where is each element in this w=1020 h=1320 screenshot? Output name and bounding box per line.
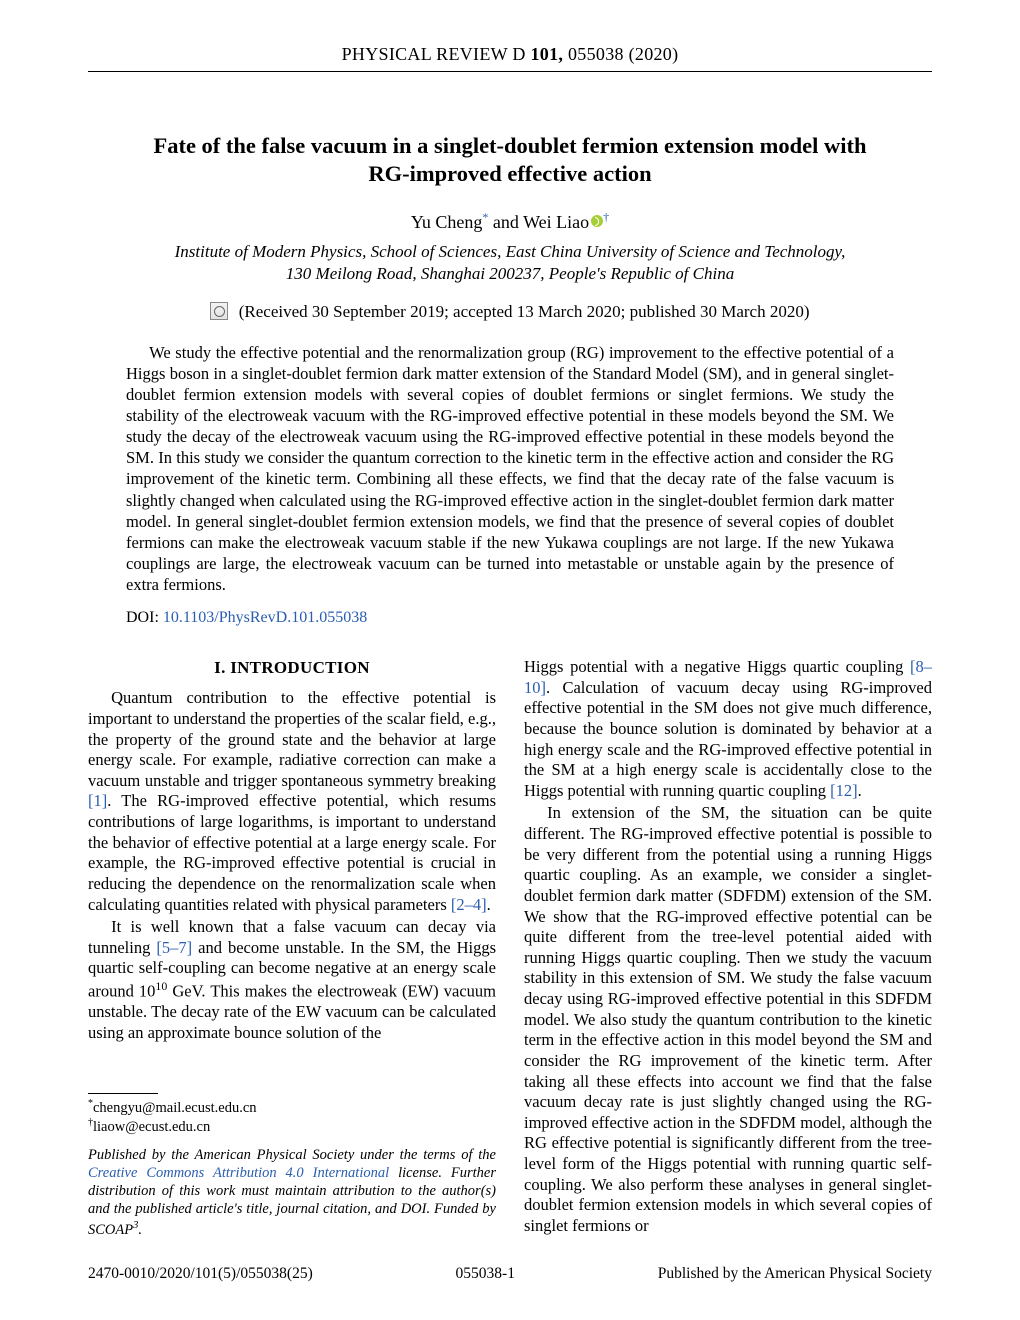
abstract: We study the effective potential and the… xyxy=(126,342,894,595)
journal-volume: 101, xyxy=(531,44,564,64)
two-column-body: I. INTRODUCTION Quantum contribution to … xyxy=(88,657,932,1239)
paragraph: It is well known that a false vacuum can… xyxy=(88,917,496,1043)
left-column: I. INTRODUCTION Quantum contribution to … xyxy=(88,657,496,1239)
crossmark-icon[interactable] xyxy=(210,302,228,320)
cc-license-link[interactable]: Creative Commons Attribution 4.0 Interna… xyxy=(88,1165,389,1181)
affiliation-line-1: Institute of Modern Physics, School of S… xyxy=(148,241,872,262)
journal-name: PHYSICAL REVIEW D xyxy=(342,44,531,64)
footnote: †liaow@ecust.edu.cn xyxy=(88,1117,496,1136)
doi-label: DOI: xyxy=(126,609,163,626)
right-column: Higgs potential with a negative Higgs qu… xyxy=(524,657,932,1239)
section-heading: I. INTRODUCTION xyxy=(88,657,496,678)
footer-left: 2470-0010/2020/101(5)/055038(25) xyxy=(88,1265,313,1283)
affiliation: Institute of Modern Physics, School of S… xyxy=(148,241,872,284)
paragraph: Higgs potential with a negative Higgs qu… xyxy=(524,657,932,801)
body-text: In extension of the SM, the situation ca… xyxy=(524,803,932,1235)
footnotes: *chengyu@mail.ecust.edu.cn †liaow@ecust.… xyxy=(88,1098,496,1136)
author-2: Wei Liao xyxy=(523,212,589,232)
paragraph: Quantum contribution to the effective po… xyxy=(88,688,496,915)
article-title: Fate of the false vacuum in a singlet-do… xyxy=(138,132,882,188)
footnote-rule xyxy=(88,1093,158,1094)
license-block: Published by the American Physical Socie… xyxy=(88,1146,496,1238)
orcid-icon[interactable] xyxy=(591,215,603,227)
running-head: PHYSICAL REVIEW D 101, 055038 (2020) xyxy=(88,44,932,72)
doi-link[interactable]: 10.1103/PhysRevD.101.055038 xyxy=(163,609,367,626)
exponent: 10 xyxy=(155,979,167,993)
footnote-text: chengyu@mail.ecust.edu.cn xyxy=(93,1100,257,1116)
body-text: . The RG-improved effective potential, w… xyxy=(88,791,496,913)
body-text: . Calculation of vacuum decay using RG-i… xyxy=(524,678,932,800)
doi-line: DOI: 10.1103/PhysRevD.101.055038 xyxy=(126,609,894,627)
author-1: Yu Cheng xyxy=(411,212,483,232)
author-line: Yu Cheng* and Wei Liao† xyxy=(88,210,932,233)
paper-page: PHYSICAL REVIEW D 101, 055038 (2020) Fat… xyxy=(0,0,1020,1320)
dates-text: (Received 30 September 2019; accepted 13… xyxy=(239,302,810,321)
footnote: *chengyu@mail.ecust.edu.cn xyxy=(88,1098,496,1117)
article-dates: (Received 30 September 2019; accepted 13… xyxy=(88,302,932,322)
body-text: Higgs potential with a negative Higgs qu… xyxy=(524,657,910,676)
citation-link[interactable]: [12] xyxy=(830,781,858,800)
body-text: . xyxy=(487,895,491,914)
citation-link[interactable]: [2–4] xyxy=(451,895,487,914)
paragraph: In extension of the SM, the situation ca… xyxy=(524,803,932,1236)
journal-issue: 055038 (2020) xyxy=(563,44,678,64)
license-text: Published by the American Physical Socie… xyxy=(88,1147,496,1163)
license-text: . xyxy=(138,1221,142,1237)
footnote-text: liaow@ecust.edu.cn xyxy=(93,1119,210,1135)
citation-link[interactable]: [1] xyxy=(88,791,107,810)
author-sep: and xyxy=(488,212,523,232)
footer-right: Published by the American Physical Socie… xyxy=(658,1265,932,1283)
citation-link[interactable]: [5–7] xyxy=(156,938,192,957)
body-text: Quantum contribution to the effective po… xyxy=(88,688,496,790)
affiliation-line-2: 130 Meilong Road, Shanghai 200237, Peopl… xyxy=(148,263,872,284)
author-2-footnote-link[interactable]: † xyxy=(603,210,609,224)
page-number: 055038-1 xyxy=(456,1265,515,1283)
page-footer: 2470-0010/2020/101(5)/055038(25) 055038-… xyxy=(88,1239,932,1283)
body-text: . xyxy=(858,781,862,800)
